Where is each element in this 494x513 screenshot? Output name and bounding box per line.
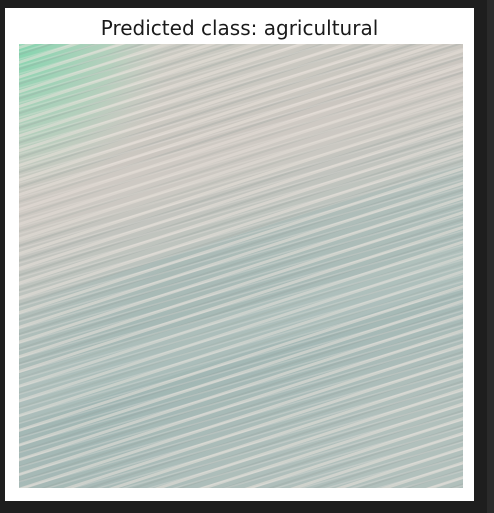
field-image-svg: [19, 44, 463, 488]
figure-title: Predicted class: agricultural: [100, 16, 379, 40]
vertical-scrollbar[interactable]: [487, 0, 494, 513]
agricultural-field-image: [19, 44, 463, 488]
figure-panel: Predicted class: agricultural: [5, 8, 474, 501]
